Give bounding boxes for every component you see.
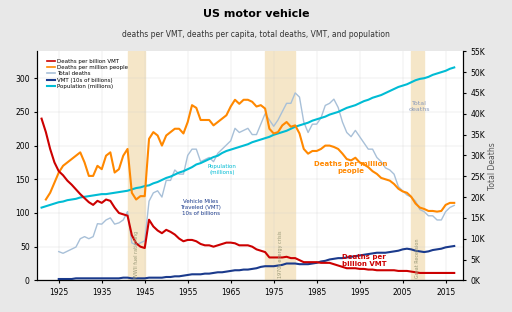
Legend: Deaths per billion VMT, Deaths per million people, Total deaths, VMT (10s of bil: Deaths per billion VMT, Deaths per milli… <box>45 56 130 91</box>
Y-axis label: Total Deaths: Total Deaths <box>488 142 497 190</box>
Text: Vehicle Miles
Traveled (VMT)
10s of billions: Vehicle Miles Traveled (VMT) 10s of bill… <box>180 199 221 216</box>
Text: US motor vehicle: US motor vehicle <box>203 9 309 19</box>
Bar <box>127 51 145 280</box>
Bar <box>265 51 295 280</box>
Text: Great Recession: Great Recession <box>415 239 420 278</box>
Text: 1970s energy crisis: 1970s energy crisis <box>278 231 283 278</box>
Text: Deaths per
billion VMT: Deaths per billion VMT <box>342 254 386 267</box>
Text: WWII fuel rationing: WWII fuel rationing <box>134 231 139 278</box>
Bar <box>411 51 424 280</box>
Text: deaths per VMT, deaths per capita, total deaths, VMT, and population: deaths per VMT, deaths per capita, total… <box>122 30 390 39</box>
Text: Deaths per million
people: Deaths per million people <box>314 161 388 174</box>
Text: Population
(millions): Population (millions) <box>208 164 237 175</box>
Text: Total
deaths: Total deaths <box>409 101 431 112</box>
